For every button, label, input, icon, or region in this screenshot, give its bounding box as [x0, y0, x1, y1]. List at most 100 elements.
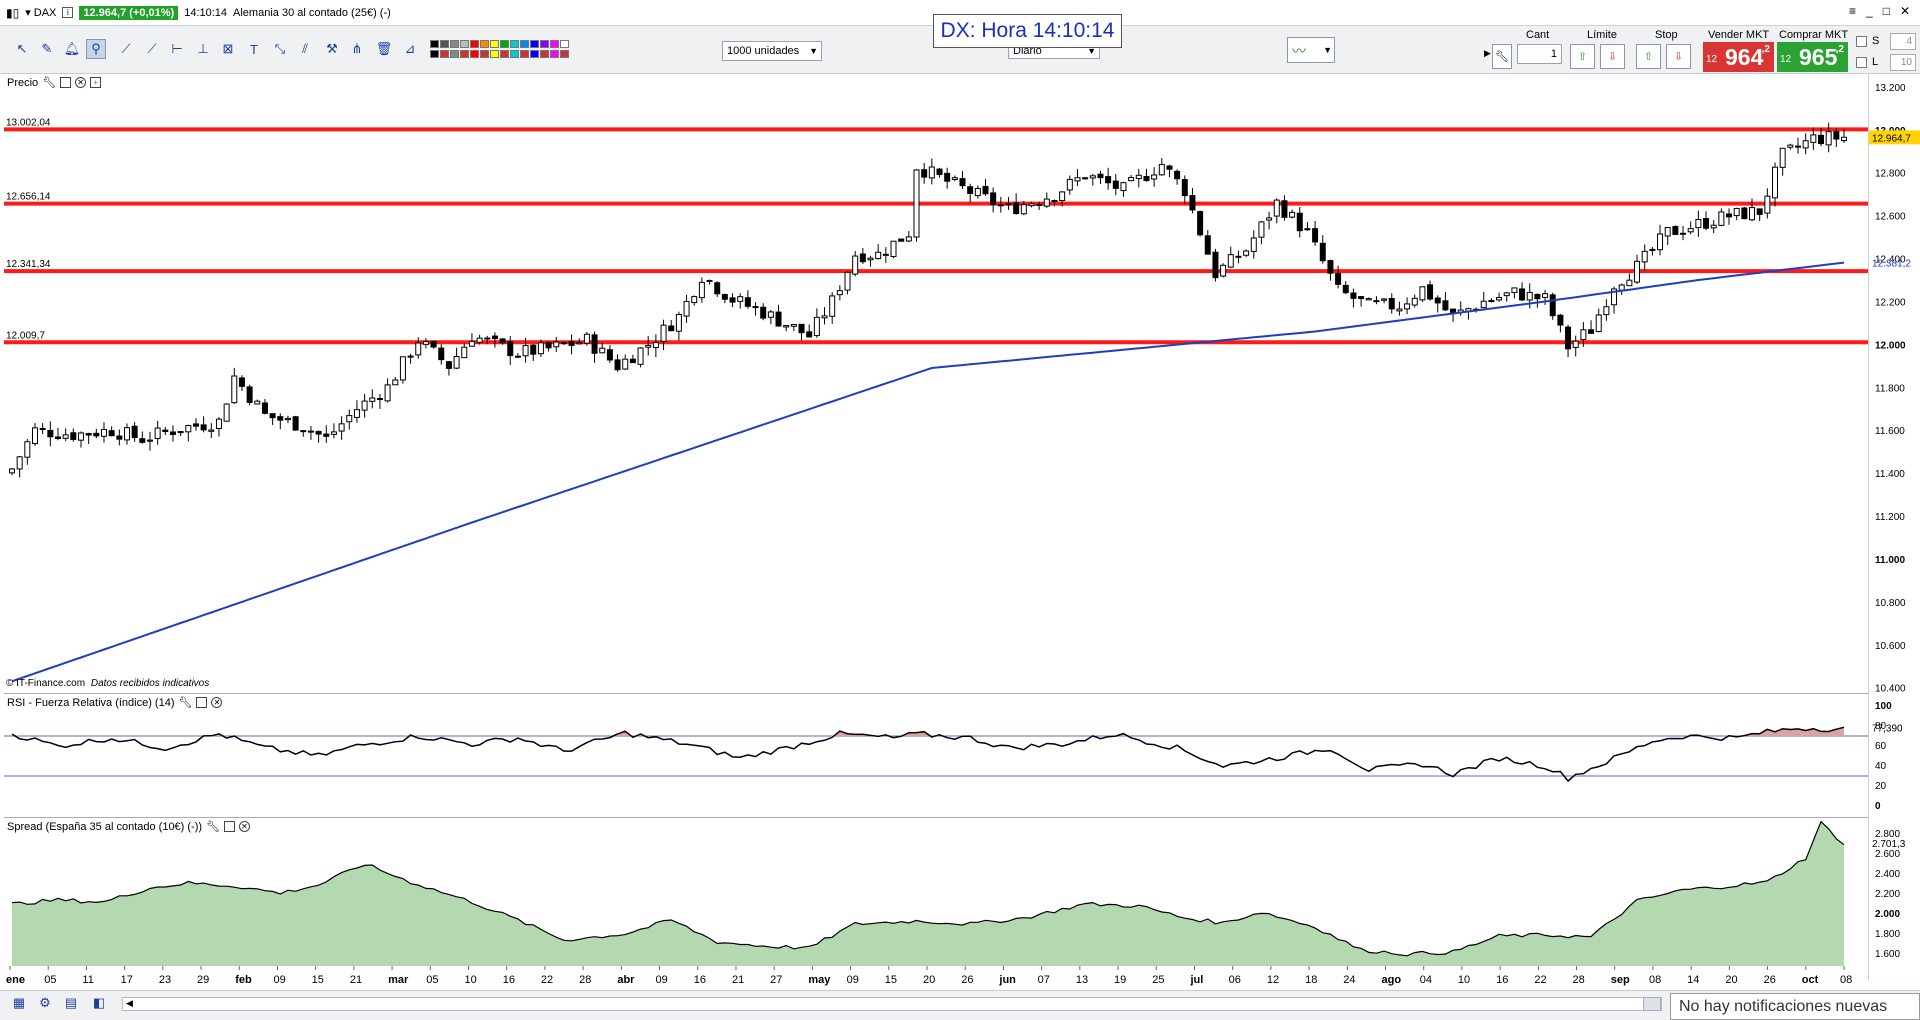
color-tool-icon[interactable]: ⊿ — [404, 41, 416, 56]
limit-checkbox[interactable] — [1856, 57, 1867, 68]
menu-icon[interactable]: ≡ — [1848, 4, 1856, 18]
units-select[interactable]: 1000 unidades ▼ — [722, 41, 822, 61]
add-indicator-icon[interactable]: + — [90, 77, 102, 88]
pitchfork-icon[interactable]: ⋔ — [351, 41, 363, 56]
price-chart[interactable]: 13.002,04 12.656,14 12.341,34 12.009,7 — [4, 74, 1868, 692]
settings-tool-icon[interactable]: ⚒ — [326, 41, 338, 56]
wrench-icon[interactable]: 🔧︎ — [1492, 44, 1512, 69]
close-icon[interactable]: ✕ — [211, 697, 223, 708]
color-swatch[interactable] — [440, 40, 449, 48]
symbol-dropdown[interactable]: ▾ DAX — [25, 6, 57, 20]
stop-sell-button[interactable]: ⇩ — [1666, 44, 1691, 69]
horizontal-line-icon[interactable]: ⊢ — [171, 41, 183, 56]
wrench-icon[interactable]: 🔧︎ — [206, 821, 221, 833]
line-tool-icon[interactable]: ⟋ — [121, 41, 131, 56]
limit-sell-button[interactable]: ⇩ — [1600, 44, 1625, 69]
color-swatch[interactable] — [460, 50, 469, 58]
quantity-input[interactable]: 1 — [1517, 44, 1562, 64]
window-icon[interactable] — [60, 77, 72, 88]
bell-icon[interactable]: 🔔︎ — [63, 41, 81, 56]
candle — [1442, 291, 1449, 311]
l-value-input[interactable]: 10 — [1890, 54, 1916, 71]
vertical-line-icon[interactable]: ⊥ — [197, 41, 209, 56]
s-value-input[interactable]: 4 — [1890, 33, 1916, 50]
candle-body — [1013, 202, 1020, 215]
color-swatch[interactable] — [470, 40, 479, 48]
candle-body — [116, 435, 123, 440]
layout-icon[interactable]: ▤ — [64, 995, 78, 1010]
scroll-left-icon[interactable]: ◧ — [92, 995, 106, 1010]
candle — [875, 244, 882, 260]
arrows-tool-icon[interactable]: ⤡ — [274, 41, 286, 56]
color-swatch[interactable] — [440, 50, 449, 58]
color-swatch[interactable] — [500, 40, 509, 48]
color-swatch[interactable] — [450, 50, 459, 58]
color-swatch[interactable] — [560, 40, 569, 48]
color-swatch[interactable] — [540, 50, 549, 58]
candle-body — [139, 438, 146, 443]
candle-body — [1089, 175, 1096, 179]
color-swatch[interactable] — [490, 50, 499, 58]
buy-market-button[interactable]: 12 965 ,2 — [1777, 42, 1848, 72]
wrench-icon[interactable]: 🔧︎ — [178, 697, 193, 709]
color-swatch[interactable] — [550, 40, 559, 48]
stop-buy-button[interactable]: ⇧ — [1636, 44, 1661, 69]
time-scrollbar[interactable]: ◀ — [122, 997, 1662, 1011]
color-swatch[interactable] — [530, 40, 539, 48]
close-icon[interactable]: ✕ — [239, 821, 251, 832]
sell-market-button[interactable]: 12 964 ,2 — [1703, 42, 1774, 72]
close-icon[interactable]: ✕ — [1899, 4, 1910, 18]
candle — [813, 308, 820, 338]
window-icon[interactable] — [224, 821, 236, 832]
color-swatch[interactable] — [490, 40, 499, 48]
candle — [1787, 143, 1794, 150]
text-tool-icon[interactable]: T — [250, 41, 258, 57]
rsi-chart[interactable] — [4, 694, 1868, 816]
candle-body — [997, 204, 1004, 207]
channel-tool-icon[interactable]: ⫽ — [302, 41, 308, 56]
scroll-thumb[interactable] — [1643, 997, 1661, 1011]
expand-icon[interactable]: ▶ — [1484, 48, 1491, 58]
settings-icon[interactable]: ⚙ — [39, 995, 51, 1010]
close-icon[interactable]: ✕ — [75, 77, 87, 88]
pointer-icon[interactable]: ↖ — [16, 41, 28, 56]
fibonacci-icon[interactable]: ⊠ — [222, 41, 234, 56]
color-swatch[interactable] — [520, 40, 529, 48]
notification-banner[interactable]: No hay notificaciones nuevas — [1670, 993, 1920, 1020]
color-swatch[interactable] — [500, 50, 509, 58]
color-swatch[interactable] — [470, 50, 479, 58]
spread-chart[interactable] — [4, 818, 1868, 966]
zoom-icon[interactable]: ⚲ — [86, 39, 106, 59]
wrench-icon[interactable]: 🔧︎ — [42, 77, 57, 89]
maximize-icon[interactable]: □ — [1882, 4, 1890, 18]
color-swatch[interactable] — [430, 40, 439, 48]
color-swatch[interactable] — [530, 50, 539, 58]
color-swatch[interactable] — [520, 50, 529, 58]
color-swatch[interactable] — [510, 40, 519, 48]
color-swatch[interactable] — [460, 40, 469, 48]
chart-type-button[interactable]: 〰 ▼ — [1287, 37, 1335, 63]
chart-icon[interactable]: ▦ — [12, 995, 26, 1010]
ruler-icon[interactable]: ✎ — [41, 41, 53, 56]
color-swatch[interactable] — [550, 50, 559, 58]
stop-checkbox[interactable] — [1856, 36, 1867, 47]
time-tick-label: 29 — [197, 974, 209, 986]
window-icon[interactable] — [196, 697, 208, 708]
color-swatch[interactable] — [430, 50, 439, 58]
ray-tool-icon[interactable]: ⟋ — [147, 41, 157, 56]
candle — [576, 338, 583, 345]
candle — [675, 311, 682, 341]
color-swatch[interactable] — [510, 50, 519, 58]
window-icon: ▮▯ — [6, 5, 20, 20]
color-swatch[interactable] — [450, 40, 459, 48]
minimize-icon[interactable]: _ — [1866, 4, 1873, 18]
stop-label: Stop — [1655, 29, 1678, 41]
candle-body — [875, 251, 882, 260]
delete-icon[interactable]: 🗑︎ — [375, 41, 393, 56]
color-swatch[interactable] — [560, 50, 569, 58]
color-swatch[interactable] — [480, 40, 489, 48]
limit-buy-button[interactable]: ⇧ — [1570, 44, 1595, 69]
color-swatch[interactable] — [540, 40, 549, 48]
color-swatch[interactable] — [480, 50, 489, 58]
scroll-left-arrow-icon[interactable]: ◀ — [126, 998, 133, 1008]
